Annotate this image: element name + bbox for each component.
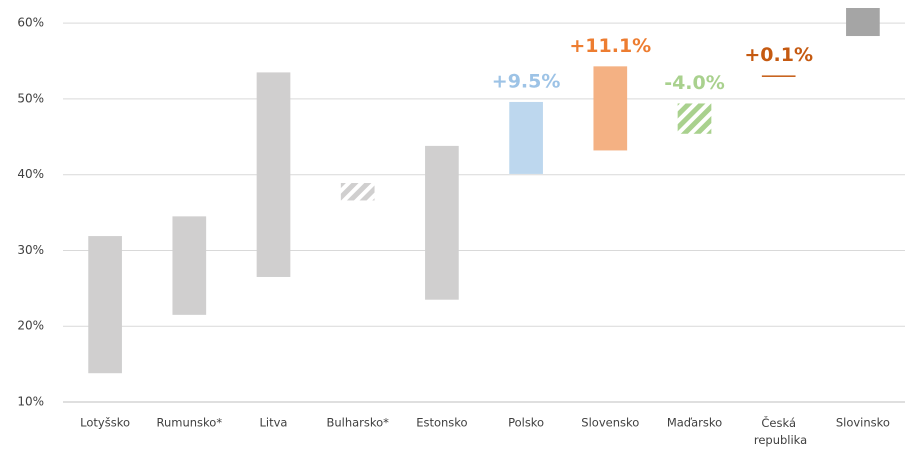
bar — [172, 216, 207, 315]
x-tick-label: Česká republika — [750, 415, 807, 447]
y-tick-label: 50% — [17, 91, 44, 105]
x-tick-label: Lotyšsko — [80, 416, 130, 430]
y-tick-label: 60% — [17, 16, 44, 30]
x-tick-label: Bulharsko* — [326, 416, 389, 430]
bar — [677, 103, 712, 134]
bar — [593, 66, 628, 151]
x-tick-label: Litva — [260, 416, 288, 430]
x-tick-label: Slovinsko — [836, 416, 890, 430]
bar — [88, 236, 122, 374]
bar — [846, 8, 880, 37]
y-tick-label: 20% — [17, 319, 44, 333]
x-tick-label: Estonsko — [416, 416, 467, 430]
x-tick-label: Slovensko — [581, 416, 639, 430]
x-tick-label: Polsko — [508, 416, 544, 430]
x-tick-label: Rumunsko* — [157, 416, 223, 430]
bar — [256, 72, 291, 277]
value-label: +11.1% — [569, 35, 651, 57]
bar — [340, 183, 375, 201]
bar — [509, 101, 543, 174]
y-tick-label: 40% — [17, 167, 44, 181]
bar — [425, 145, 459, 300]
y-tick-label: 30% — [17, 243, 44, 257]
value-label: +9.5% — [492, 70, 561, 92]
y-tick-label: 10% — [17, 395, 44, 409]
value-label: +0.1% — [744, 44, 813, 66]
x-tick-label: Maďarsko — [667, 416, 722, 430]
bar — [761, 75, 796, 77]
value-label: -4.0% — [664, 72, 725, 94]
